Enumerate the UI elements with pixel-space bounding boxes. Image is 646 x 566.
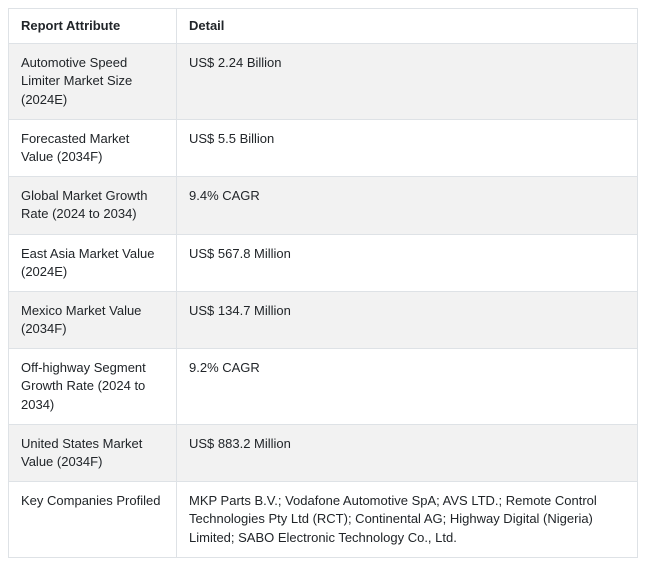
table-header-row: Report Attribute Detail [8,7,638,45]
attribute-cell: Off-highway Segment Growth Rate (2024 to… [8,348,177,425]
detail-cell: 9.2% CAGR [176,348,638,425]
table-row-growth-rate: Global Market Growth Rate (2024 to 2034)… [8,176,638,235]
table-row-east-asia-value: East Asia Market Value (2024E) US$ 567.8… [8,233,638,292]
detail-cell: US$ 134.7 Million [176,290,638,350]
detail-cell: US$ 5.5 Billion [176,118,638,178]
attribute-cell: Automotive Speed Limiter Market Size (20… [8,43,177,120]
attribute-cell: United States Market Value (2034F) [8,423,177,483]
attribute-cell: Mexico Market Value (2034F) [8,290,177,350]
table-row-key-companies: Key Companies Profiled MKP Parts B.V.; V… [8,481,638,558]
detail-cell: US$ 2.24 Billion [176,43,638,120]
header-report-attribute: Report Attribute [8,7,177,45]
detail-cell: 9.4% CAGR [176,176,638,235]
table-row-offhighway-growth: Off-highway Segment Growth Rate (2024 to… [8,348,638,425]
attribute-cell: East Asia Market Value (2024E) [8,233,177,292]
table-row-forecasted-value: Forecasted Market Value (2034F) US$ 5.5 … [8,118,638,178]
table-row-united-states-value: United States Market Value (2034F) US$ 8… [8,423,638,483]
attribute-cell: Global Market Growth Rate (2024 to 2034) [8,176,177,235]
table-row-market-size: Automotive Speed Limiter Market Size (20… [8,43,638,120]
detail-cell: US$ 883.2 Million [176,423,638,483]
detail-cell: MKP Parts B.V.; Vodafone Automotive SpA;… [176,481,638,558]
attribute-cell: Forecasted Market Value (2034F) [8,118,177,178]
detail-cell: US$ 567.8 Million [176,233,638,292]
table-row-mexico-value: Mexico Market Value (2034F) US$ 134.7 Mi… [8,290,638,350]
attribute-cell: Key Companies Profiled [8,481,177,558]
header-detail: Detail [176,7,638,45]
report-attributes-table: Report Attribute Detail Automotive Speed… [8,7,638,558]
